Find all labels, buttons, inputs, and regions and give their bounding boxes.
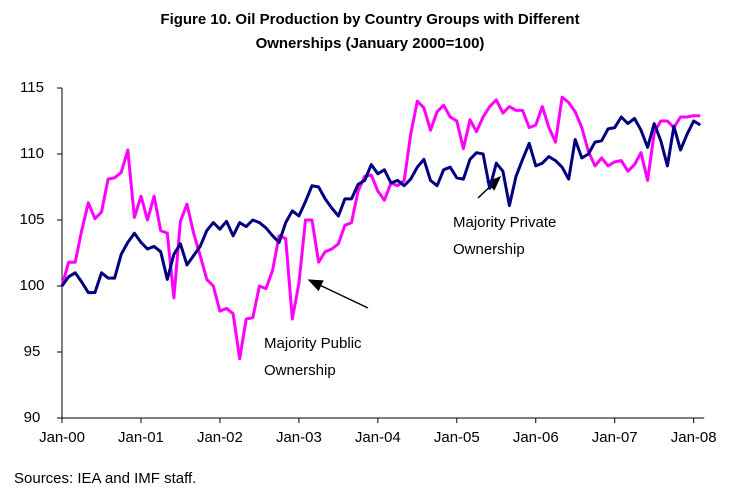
- series-line: [60, 115, 702, 295]
- source-note: Sources: IEA and IMF staff.: [14, 470, 196, 487]
- series-line: [60, 95, 701, 361]
- annotation-arrow: [307, 279, 369, 309]
- annotation: Ownership: [453, 241, 525, 258]
- y-tick-label: 105: [19, 211, 44, 228]
- y-tick-label: 115: [20, 79, 44, 96]
- annotation: Majority Public: [264, 335, 362, 352]
- chart-title: Ownerships (January 2000=100): [256, 35, 485, 52]
- x-tick-label: Jan-06: [513, 429, 559, 446]
- x-tick-label: Jan-07: [592, 429, 638, 446]
- chart-title: Figure 10. Oil Production by Country Gro…: [160, 11, 579, 28]
- y-tick-label: 90: [24, 409, 41, 426]
- x-tick-label: Jan-02: [197, 429, 243, 446]
- x-tick-label: Jan-05: [434, 429, 480, 446]
- y-tick-label: 110: [20, 145, 44, 162]
- x-tick-label: Jan-01: [118, 429, 164, 446]
- annotation: Ownership: [264, 362, 336, 379]
- x-tick-label: Jan-03: [276, 429, 322, 446]
- y-tick-label: 100: [19, 277, 44, 294]
- x-tick-label: Jan-08: [671, 429, 717, 446]
- x-tick-label: Jan-00: [39, 429, 85, 446]
- x-tick-label: Jan-04: [355, 429, 401, 446]
- annotation: Majority Private: [453, 214, 556, 231]
- y-tick-label: 95: [24, 343, 41, 360]
